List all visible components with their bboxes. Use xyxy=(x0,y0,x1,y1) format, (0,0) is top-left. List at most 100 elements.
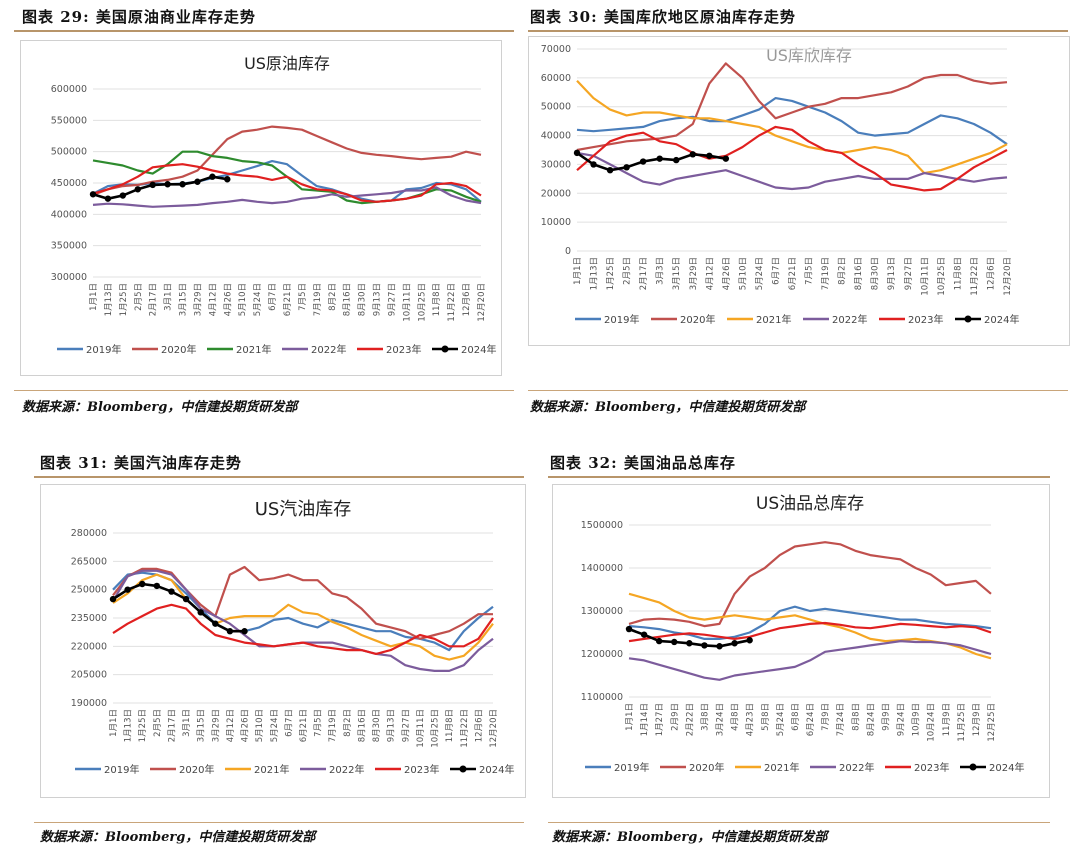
x-tick-label: 6月21日 xyxy=(283,283,293,316)
legend-label: 2020年 xyxy=(179,763,214,776)
legend-label: 2023年 xyxy=(914,761,949,774)
series-line-2023年 xyxy=(576,125,1008,192)
series-point-2024 xyxy=(573,149,581,157)
x-tick-label: 9月27日 xyxy=(904,257,914,290)
legend-label: 2020年 xyxy=(680,313,715,326)
x-tick-label: 5月24日 xyxy=(270,709,280,742)
y-tick-label: 1500000 xyxy=(581,520,623,531)
series-point-2024 xyxy=(134,186,141,193)
x-tick-label: 2月17日 xyxy=(149,283,159,316)
x-tick-label: 12月6日 xyxy=(474,709,484,742)
x-tick-label: 5月24日 xyxy=(755,257,765,290)
x-tick-label: 6月21日 xyxy=(788,257,798,290)
panel-32-bottom-rule xyxy=(548,822,1050,823)
x-tick-label: 6月24日 xyxy=(806,703,816,736)
series-point-2024 xyxy=(197,609,204,616)
y-tick-label: 450000 xyxy=(51,178,87,189)
series-point-2024 xyxy=(149,181,156,189)
panel-32-title: 图表 32: 美国油品总库存 xyxy=(550,454,736,472)
x-tick-label: 4月12日 xyxy=(705,257,715,290)
x-tick-label: 6月7日 xyxy=(268,283,278,311)
panel-29-title: 图表 29: 美国原油商业库存走势 xyxy=(22,8,256,26)
x-tick-label: 3月8日 xyxy=(700,703,710,731)
y-tick-label: 1300000 xyxy=(581,606,623,617)
y-tick-label: 500000 xyxy=(51,147,87,158)
x-tick-label: 4月26日 xyxy=(241,709,251,742)
y-tick-label: 600000 xyxy=(51,84,87,95)
x-tick-label: 7月9日 xyxy=(821,703,831,731)
panel-30-top-rule xyxy=(528,30,1068,32)
x-tick-label: 8月30日 xyxy=(871,257,881,290)
x-tick-label: 11月8日 xyxy=(953,257,963,290)
x-tick-label: 12月6日 xyxy=(462,283,472,316)
series-point-2024 xyxy=(104,195,112,202)
gasoline-inventory-chart: US汽油库存 280000 265000 250000 235000 220000 2050… xyxy=(71,499,515,776)
x-tick-label: 11月9日 xyxy=(942,703,952,736)
x-tick-label: 9月27日 xyxy=(387,283,397,316)
chart-box-31: US汽油库存 280000 265000 250000 235000 220000 2050… xyxy=(40,484,526,798)
x-tick-label: 2月9日 xyxy=(670,703,680,731)
panel-32-source: 数据来源：Bloomberg，中信建投期货研发部 xyxy=(552,830,828,845)
x-tick-label: 7月24日 xyxy=(836,703,846,736)
chart-title: US库欣库存 xyxy=(766,46,852,65)
chart-box-30: US库欣库存 70000 60000 50000 40000 30000 20000 1000… xyxy=(528,36,1070,346)
panel-29-top-rule xyxy=(14,30,514,32)
panel-29-bottom-rule xyxy=(14,390,514,391)
series-point-2024 xyxy=(706,152,713,159)
legend-marker xyxy=(969,763,977,771)
series-line-2024年 xyxy=(92,175,228,200)
series-point-2024 xyxy=(639,158,647,165)
chart-title: US汽油库存 xyxy=(255,499,352,520)
legend-label: 2021年 xyxy=(764,761,799,774)
series-line-2020年 xyxy=(92,125,482,196)
series-point-2024 xyxy=(623,164,630,171)
x-tick-label: 8月16日 xyxy=(357,709,367,742)
legend-label: 2020年 xyxy=(689,761,724,774)
y-tick-label: 70000 xyxy=(541,44,571,55)
series-point-2024 xyxy=(179,181,186,188)
panel-30-bottom-rule xyxy=(528,390,1068,391)
panel-31-source: 数据来源：Bloomberg，中信建投期货研发部 xyxy=(40,830,316,845)
series-line-2019年 xyxy=(576,97,1008,146)
y-tick-label: 250000 xyxy=(71,585,107,596)
y-tick-label: 280000 xyxy=(71,528,107,539)
x-tick-label: 3月24日 xyxy=(716,703,726,736)
x-tick-label: 3月15日 xyxy=(179,283,189,316)
x-tick-label: 9月13日 xyxy=(387,709,397,742)
x-tick-label: 12月6日 xyxy=(986,257,996,290)
x-tick-label: 5月24日 xyxy=(253,283,263,316)
y-tick-label: 1100000 xyxy=(581,692,623,703)
legend-marker xyxy=(441,345,449,353)
legend-marker xyxy=(964,315,972,323)
y-tick-label: 10000 xyxy=(541,217,571,228)
legend-label: 2020年 xyxy=(161,343,196,356)
x-tick-label: 3月29日 xyxy=(689,257,699,290)
series-line-2020年 xyxy=(112,565,493,640)
x-tick-label: 1月14日 xyxy=(640,703,650,736)
x-tick-label: 9月13日 xyxy=(373,283,383,316)
y-tick-label: 400000 xyxy=(51,209,87,220)
x-tick-label: 7月5日 xyxy=(298,283,308,311)
x-tick-label: 1月1日 xyxy=(89,283,99,311)
x-tick-label: 3月15日 xyxy=(672,257,682,290)
crude-inventory-chart: US原油库存 600000 550000 500000 450000 400000 3500… xyxy=(51,54,497,356)
series-line-2019年 xyxy=(628,605,992,640)
legend-label: 2021年 xyxy=(236,343,271,356)
x-tick-label: 1月25日 xyxy=(138,709,148,742)
series-point-2024 xyxy=(119,192,127,199)
legend-label: 2019年 xyxy=(604,313,639,326)
series-point-2024 xyxy=(168,588,175,595)
x-tick-label: 2月17日 xyxy=(167,709,177,742)
legend-label: 2019年 xyxy=(86,343,121,356)
panel-29-source: 数据来源：Bloomberg，中信建投期货研发部 xyxy=(22,400,298,415)
series-line-2023年 xyxy=(112,603,494,655)
series-line-2020年 xyxy=(576,62,1008,152)
x-tick-label: 7月19日 xyxy=(313,283,323,316)
y-tick-label: 300000 xyxy=(51,272,87,283)
x-tick-label: 11月22日 xyxy=(970,257,980,296)
x-tick-label: 1月1日 xyxy=(625,703,635,731)
series-line-2023年 xyxy=(628,621,992,643)
x-tick-label: 4月12日 xyxy=(226,709,236,742)
legend-marker xyxy=(459,765,467,773)
series-point-2024 xyxy=(212,620,219,627)
